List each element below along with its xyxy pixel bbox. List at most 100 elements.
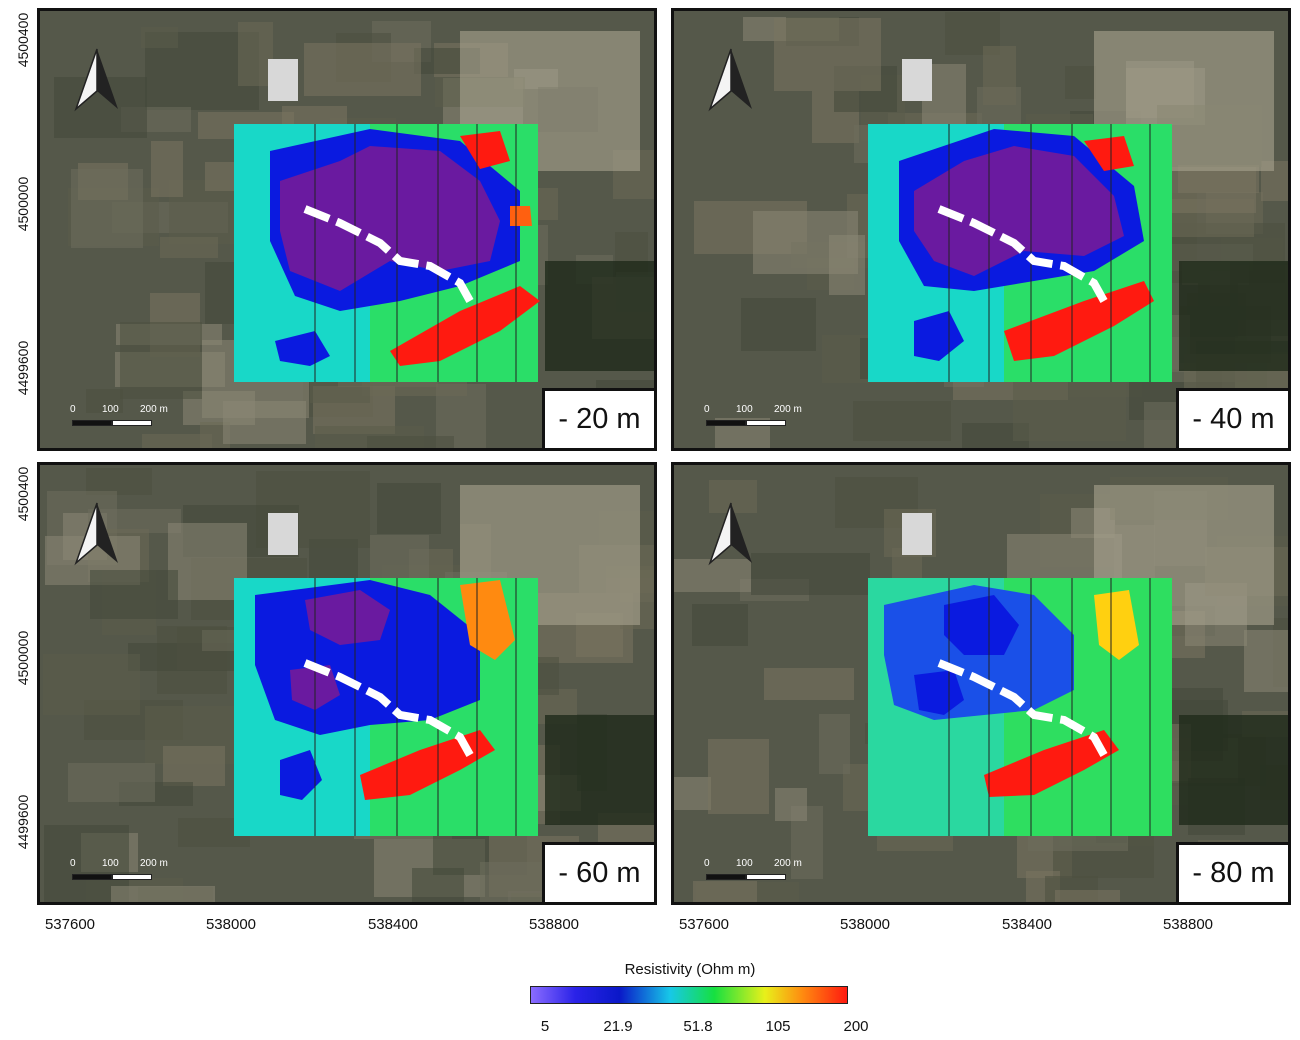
- colorbar-tick: 200: [843, 1018, 869, 1035]
- scale-bar-segment: [746, 874, 786, 880]
- scale-label: 200 m: [774, 858, 802, 869]
- scale-label: 100: [102, 404, 119, 415]
- terrain-patch: [120, 322, 202, 399]
- terrain-patch: [68, 763, 155, 802]
- scale-bar: 0 100 200 m: [704, 858, 802, 884]
- terrain-patch: [111, 886, 215, 902]
- map-panel: 0 100 200 m - 40 m: [671, 8, 1291, 451]
- terrain-patch: [692, 604, 748, 646]
- resistivity-contour: [1004, 281, 1154, 361]
- map-panel: 0 100 200 m - 20 m: [37, 8, 657, 451]
- fault-trace: [303, 205, 474, 303]
- scale-bar-segment: [706, 874, 746, 880]
- resistivity-contour: [275, 331, 330, 366]
- x-tick-label: 537600: [678, 916, 730, 933]
- resistivity-contour: [1084, 136, 1134, 171]
- scale-label: 100: [736, 858, 753, 869]
- scale-bar: 0 100 200 m: [70, 858, 168, 884]
- terrain-patch: [983, 46, 1016, 105]
- depth-label: - 40 m: [1176, 388, 1288, 448]
- x-tick-label: 538800: [528, 916, 580, 933]
- colorbar-tick: 51.8: [683, 1018, 713, 1035]
- scale-label: 200 m: [774, 404, 802, 415]
- terrain-patch: [819, 714, 850, 774]
- resistivity-contour: [1094, 590, 1139, 660]
- resistivity-contour: [510, 206, 532, 226]
- resistivity-contour: [460, 131, 510, 169]
- resistivity-contour: [460, 580, 515, 660]
- north-arrow-icon: [708, 501, 754, 567]
- scale-bar-segment: [72, 874, 112, 880]
- fault-trace: [937, 659, 1108, 757]
- y-tick-label: 4500000: [15, 176, 31, 232]
- terrain-patch: [764, 668, 854, 700]
- depth-label: - 60 m: [542, 842, 654, 902]
- resistivity-contour: [280, 750, 322, 800]
- scale-bar-segment: [112, 420, 152, 426]
- resistivity-contour: [280, 146, 500, 291]
- terrain-patch: [282, 106, 347, 127]
- scale-label: 0: [704, 858, 710, 869]
- scale-label: 0: [70, 404, 76, 415]
- map-canvas: [674, 477, 1288, 902]
- resistivity-contour: [914, 311, 964, 361]
- terrain-patch: [674, 777, 711, 810]
- terrain-patch: [674, 559, 751, 592]
- terrain-patch: [142, 434, 212, 448]
- colorbar: [530, 986, 848, 1004]
- scale-bar: 0 100 200 m: [704, 404, 802, 430]
- terrain-patch: [90, 570, 178, 619]
- terrain-patch: [709, 480, 757, 513]
- map-canvas: [43, 468, 654, 902]
- terrain-patch: [141, 27, 178, 48]
- terrain-patch: [160, 237, 218, 258]
- building: [268, 59, 298, 101]
- building: [902, 513, 932, 555]
- terrain-patch: [1244, 630, 1288, 692]
- terrain-patch: [377, 483, 441, 534]
- terrain-patch: [223, 401, 306, 444]
- terrain-patch: [693, 881, 757, 902]
- depth-label: - 20 m: [542, 388, 654, 448]
- terrain-patch: [774, 18, 881, 91]
- scale-bar: 0 100 200 m: [70, 404, 168, 430]
- colorbar-tick: 5: [540, 1018, 550, 1035]
- resistivity-contour: [360, 730, 495, 800]
- terrain-patch: [1065, 66, 1096, 99]
- north-arrow-icon: [74, 47, 120, 113]
- terrain-patch: [43, 654, 140, 715]
- terrain-patch: [775, 788, 807, 821]
- terrain-patch: [708, 739, 769, 814]
- terrain-patch: [86, 389, 123, 413]
- forest-area: [1179, 261, 1288, 371]
- resistivity-contour: [944, 595, 1019, 655]
- scale-label: 200 m: [140, 404, 168, 415]
- y-tick-label: 4499600: [15, 340, 31, 396]
- terrain-patch: [71, 169, 143, 248]
- terrain-patch: [1167, 167, 1256, 213]
- scale-bar-segment: [72, 420, 112, 426]
- depth-label: - 80 m: [1176, 842, 1288, 902]
- terrain-patch: [753, 211, 858, 274]
- x-tick-label: 538800: [1162, 916, 1214, 933]
- terrain-patch: [1055, 890, 1120, 902]
- north-arrow-icon: [708, 47, 754, 113]
- terrain-patch: [751, 553, 870, 595]
- scale-label: 0: [70, 858, 76, 869]
- resistivity-contour: [984, 730, 1119, 797]
- terrain-patch: [168, 523, 247, 600]
- x-tick-label: 538000: [839, 916, 891, 933]
- terrain-patch: [86, 468, 152, 495]
- scale-label: 100: [736, 404, 753, 415]
- scale-bar-segment: [706, 420, 746, 426]
- fault-trace: [937, 205, 1108, 303]
- scale-label: 100: [102, 858, 119, 869]
- colorbar-title: Resistivity (Ohm m): [624, 961, 756, 978]
- scale-bar-segment: [112, 874, 152, 880]
- resistivity-contour: [390, 286, 540, 366]
- x-tick-label: 538400: [1001, 916, 1053, 933]
- map-panel: 0 100 200 m - 60 m: [37, 462, 657, 905]
- terrain-patch: [741, 298, 816, 351]
- scale-bar-segment: [746, 420, 786, 426]
- terrain-patch: [151, 141, 183, 197]
